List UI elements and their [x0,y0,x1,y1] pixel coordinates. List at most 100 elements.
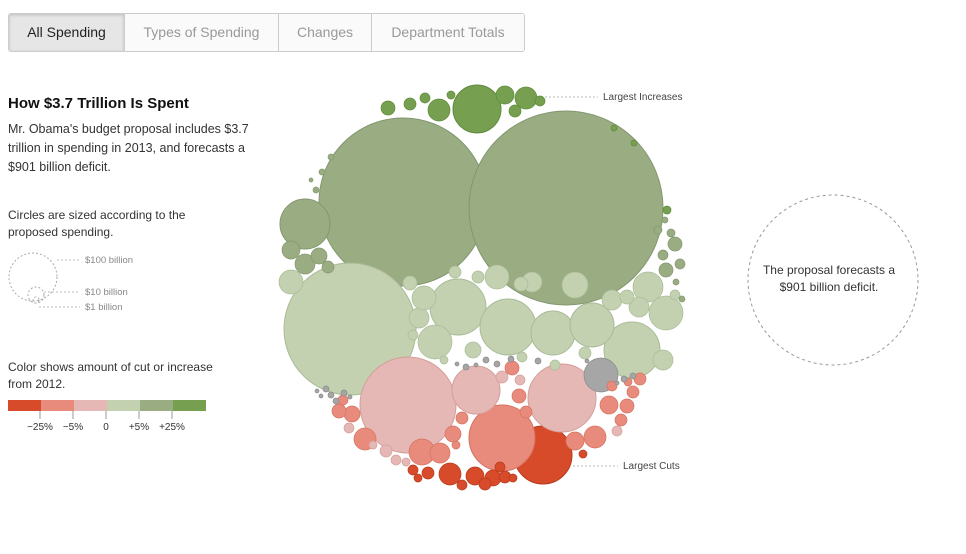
spending-bubble[interactable] [408,307,430,329]
spending-bubble[interactable] [281,240,301,260]
spending-bubble[interactable] [508,473,518,483]
spending-bubble[interactable] [514,374,526,386]
spending-bubble[interactable] [318,117,488,287]
spending-bubble[interactable] [619,398,635,414]
spending-bubble[interactable] [495,85,515,105]
spending-bubble[interactable] [427,98,451,122]
spending-bubble[interactable] [511,388,527,404]
spending-bubble[interactable] [468,110,664,306]
spending-bubble[interactable] [516,351,528,363]
spending-bubble[interactable] [583,425,607,449]
spending-bubble[interactable] [456,479,468,491]
spending-bubble[interactable] [318,393,324,399]
spending-bubble[interactable] [462,363,470,371]
spending-bubble[interactable] [619,289,635,305]
spending-bubble[interactable] [411,285,437,311]
spending-bubble[interactable] [484,264,510,290]
spending-bubble[interactable] [438,462,462,486]
spending-bubble[interactable] [444,425,462,443]
spending-bubble[interactable] [332,397,340,405]
spending-bubble[interactable] [465,466,485,486]
spending-bubble[interactable] [672,278,680,286]
spending-bubble[interactable] [314,388,320,394]
spending-bubble[interactable] [294,253,316,275]
spending-bubble[interactable] [628,296,650,318]
spending-bubble[interactable] [439,355,449,365]
spending-bubble[interactable] [513,276,529,292]
spending-bubble[interactable] [417,324,453,360]
spending-bubble[interactable] [610,124,618,132]
spending-bubble[interactable] [478,477,492,491]
spending-bubble[interactable] [451,365,501,415]
tab-department-totals[interactable]: Department Totals [372,14,524,51]
spending-bubble[interactable] [614,413,628,427]
spending-bubble[interactable] [310,247,328,265]
spending-bubble[interactable] [606,380,618,392]
tab-types-of-spending[interactable]: Types of Spending [125,14,279,51]
spending-bubble[interactable] [626,385,640,399]
spending-bubble[interactable] [530,310,576,356]
spending-bubble[interactable] [331,403,347,419]
spending-bubble[interactable] [402,275,418,291]
spending-bubble[interactable] [519,405,533,419]
spending-bubble[interactable] [279,198,331,250]
spending-bubble[interactable] [584,358,590,364]
spending-bubble[interactable] [629,372,637,380]
spending-bubble[interactable] [495,370,509,384]
spending-bubble[interactable] [413,473,423,483]
spending-bubble[interactable] [527,363,597,433]
spending-bubble[interactable] [507,355,515,363]
spending-bubble[interactable] [666,228,676,238]
spending-bubble[interactable] [611,425,623,437]
spending-bubble[interactable] [652,349,674,371]
spending-bubble[interactable] [322,385,330,393]
spending-bubble[interactable] [359,356,457,454]
spending-bubble[interactable] [667,236,683,252]
spending-bubble[interactable] [578,449,588,459]
spending-bubble[interactable] [578,346,592,360]
spending-bubble[interactable] [549,359,561,371]
spending-bubble[interactable] [648,295,684,331]
spending-bubble[interactable] [403,97,417,111]
spending-bubble[interactable] [534,95,546,107]
spending-bubble[interactable] [479,298,537,356]
spending-bubble[interactable] [380,100,396,116]
spending-bubble[interactable] [407,329,419,341]
spending-bubble[interactable] [343,422,355,434]
spending-bubble[interactable] [565,431,585,451]
spending-bubble[interactable] [473,362,479,368]
spending-bubble[interactable] [662,205,672,215]
spending-bubble[interactable] [657,249,669,261]
spending-bubble[interactable] [454,361,460,367]
tab-all-spending[interactable]: All Spending [9,14,125,51]
spending-bubble[interactable] [321,260,335,274]
tab-changes[interactable]: Changes [279,14,372,51]
spending-bubble[interactable] [337,394,349,406]
spending-bubble[interactable] [401,457,411,467]
spending-bubble[interactable] [678,295,686,303]
spending-bubble[interactable] [327,153,335,161]
spending-bubble[interactable] [446,90,456,100]
spending-bubble[interactable] [464,341,482,359]
spending-bubble[interactable] [318,168,326,176]
spending-bubble[interactable] [278,269,304,295]
spending-bubble[interactable] [471,270,485,284]
spending-bubble[interactable] [658,262,674,278]
spending-bubble[interactable] [508,104,522,118]
spending-bubble[interactable] [368,440,378,450]
spending-bubble[interactable] [620,375,628,383]
spending-bubble[interactable] [653,225,663,235]
spending-bubble[interactable] [561,271,589,299]
spending-bubble[interactable] [451,440,461,450]
spending-bubble[interactable] [327,391,335,399]
spending-bubble[interactable] [482,356,490,364]
spending-bubble[interactable] [407,464,419,476]
spending-bubble[interactable] [421,466,435,480]
spending-bubble[interactable] [419,92,431,104]
spending-bubble[interactable] [429,442,451,464]
spending-bubble[interactable] [340,389,348,397]
spending-bubble[interactable] [379,444,393,458]
spending-bubble[interactable] [312,186,320,194]
spending-bubble[interactable] [448,265,462,279]
spending-bubble[interactable] [452,84,502,134]
